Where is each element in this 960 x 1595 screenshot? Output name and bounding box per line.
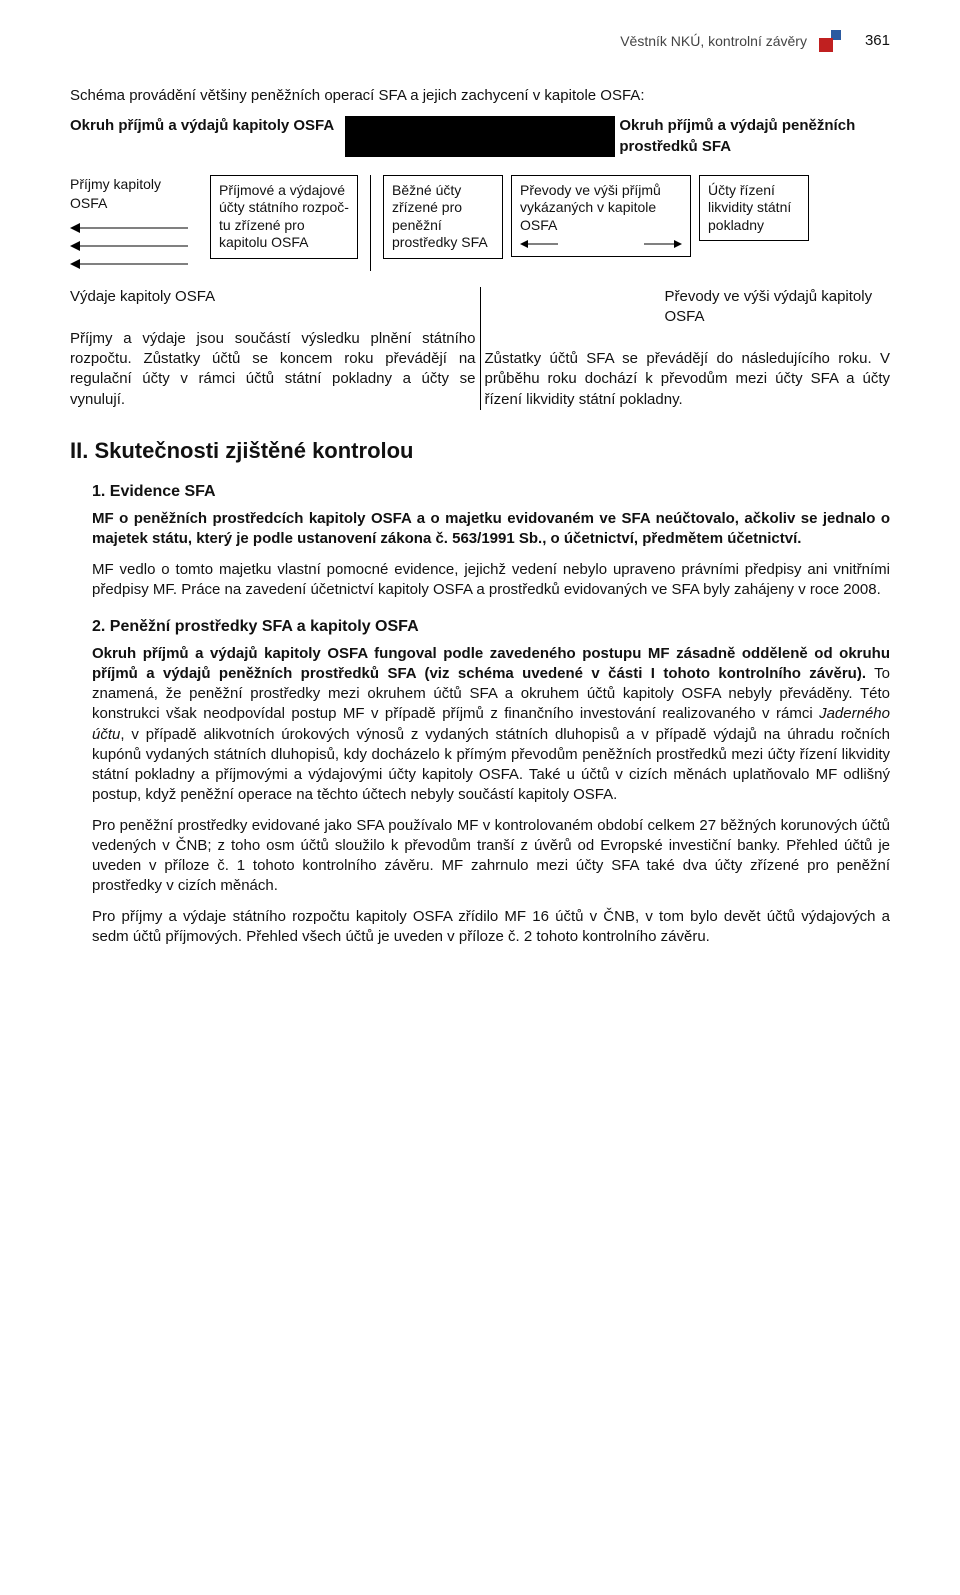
s2-p1: Okruh příjmů a výdajů kapitoly OSFA fung… bbox=[70, 644, 890, 806]
page-number: 361 bbox=[865, 31, 890, 51]
column-separator bbox=[345, 116, 616, 157]
subsection-2-title: 2. Peněžní prostředky SFA a kapitoly OSF… bbox=[70, 616, 890, 638]
schema-para-right: Zůstatky účtů SFA se převádějí do násled… bbox=[485, 349, 891, 410]
column-separator bbox=[480, 287, 481, 410]
schema-text-row: Výdaje kapitoly OSFA Příjmy a výdaje jso… bbox=[70, 287, 890, 410]
arrow-left-icon bbox=[70, 239, 190, 253]
section-2-heading: II. Skutečnosti zjištěné kontrolou bbox=[70, 436, 890, 466]
running-header: Věstník NKÚ, kontrolní závěry 361 bbox=[70, 30, 890, 52]
prijmy-label: Příjmy kapitoly OSFA bbox=[70, 175, 202, 213]
s1-p2: MF vedlo o tomto majetku vlastní pomocné… bbox=[70, 560, 890, 601]
s2-p3: Pro příjmy a výdaje státního rozpočtu ka… bbox=[70, 907, 890, 948]
node-prevody-prijmu: Převody ve výši příjmů vykázaných v kapi… bbox=[511, 175, 691, 258]
running-title: Věstník NKÚ, kontrolní závěry bbox=[620, 32, 807, 51]
schema-box-b: Příjmové a vý­dajové účty státního rozpo… bbox=[210, 175, 358, 271]
schema-prijmy-cell: Příjmy kapitoly OSFA bbox=[70, 175, 202, 271]
arrow-left-icon bbox=[70, 257, 190, 271]
node-ucty-rizeni: Účty řízení likvidity státní pokladny bbox=[699, 175, 809, 242]
node-bezne-ucty: Běžné účty zřízené pro peněžní prostředk… bbox=[383, 175, 503, 259]
schema-right-text: Převody ve výši výdajů kapitoly OSFA Zůs… bbox=[485, 287, 891, 410]
arrow-right-icon bbox=[642, 238, 682, 250]
schema-col-a-title: Okruh příjmů a výdajů kapitoly OSFA bbox=[70, 116, 341, 157]
node-prijmove-ucty: Příjmové a vý­dajové účty státního rozpo… bbox=[210, 175, 358, 259]
schema-box-row: Příjmy kapitoly OSFA Příjmové a vý­dajov… bbox=[70, 175, 890, 271]
arrow-left-icon bbox=[70, 221, 190, 235]
arrow-left-icon bbox=[520, 238, 560, 250]
vydaje-label: Výdaje kapitoly OSFA bbox=[70, 287, 476, 307]
prevody-label: Převody ve výši výdajů kapitoly OSFA bbox=[485, 287, 891, 328]
node-prevody-text: Převody ve výši příjmů vykázaných v kapi… bbox=[520, 182, 661, 233]
s2-p2: Pro peněžní prostředky evidované jako SF… bbox=[70, 816, 890, 897]
nku-logo-icon bbox=[819, 30, 841, 52]
schema-box-d: Převody ve výši příjmů vykázaných v kapi… bbox=[511, 175, 691, 271]
s1-p1: MF o peněžních prostředcích kapitoly OSF… bbox=[70, 509, 890, 550]
schema-para-left: Příjmy a výdaje jsou součástí výsledku p… bbox=[70, 329, 476, 410]
subsection-1-title: 1. Evidence SFA bbox=[70, 481, 890, 503]
schema-box-c: Běžné účty zřízené pro peněžní prostředk… bbox=[383, 175, 503, 271]
column-separator bbox=[370, 175, 371, 271]
schema-title: Schéma provádění většiny peněžních opera… bbox=[70, 86, 890, 106]
schema-column-headers: Okruh příjmů a výdajů kapitoly OSFA Okru… bbox=[70, 116, 890, 157]
schema-left-text: Výdaje kapitoly OSFA Příjmy a výdaje jso… bbox=[70, 287, 476, 410]
schema-col-b-title: Okruh příjmů a výdajů peněžních prostřed… bbox=[619, 116, 890, 157]
s2-p1-bold: Okruh příjmů a výdajů kapitoly OSFA fung… bbox=[92, 645, 890, 682]
schema-box-e: Účty řízení likvidity státní pokladny bbox=[699, 175, 809, 271]
arrow-stack-a bbox=[70, 221, 202, 271]
s2-p1-c: , v případě alikvotních úrokových výnosů… bbox=[92, 726, 890, 804]
